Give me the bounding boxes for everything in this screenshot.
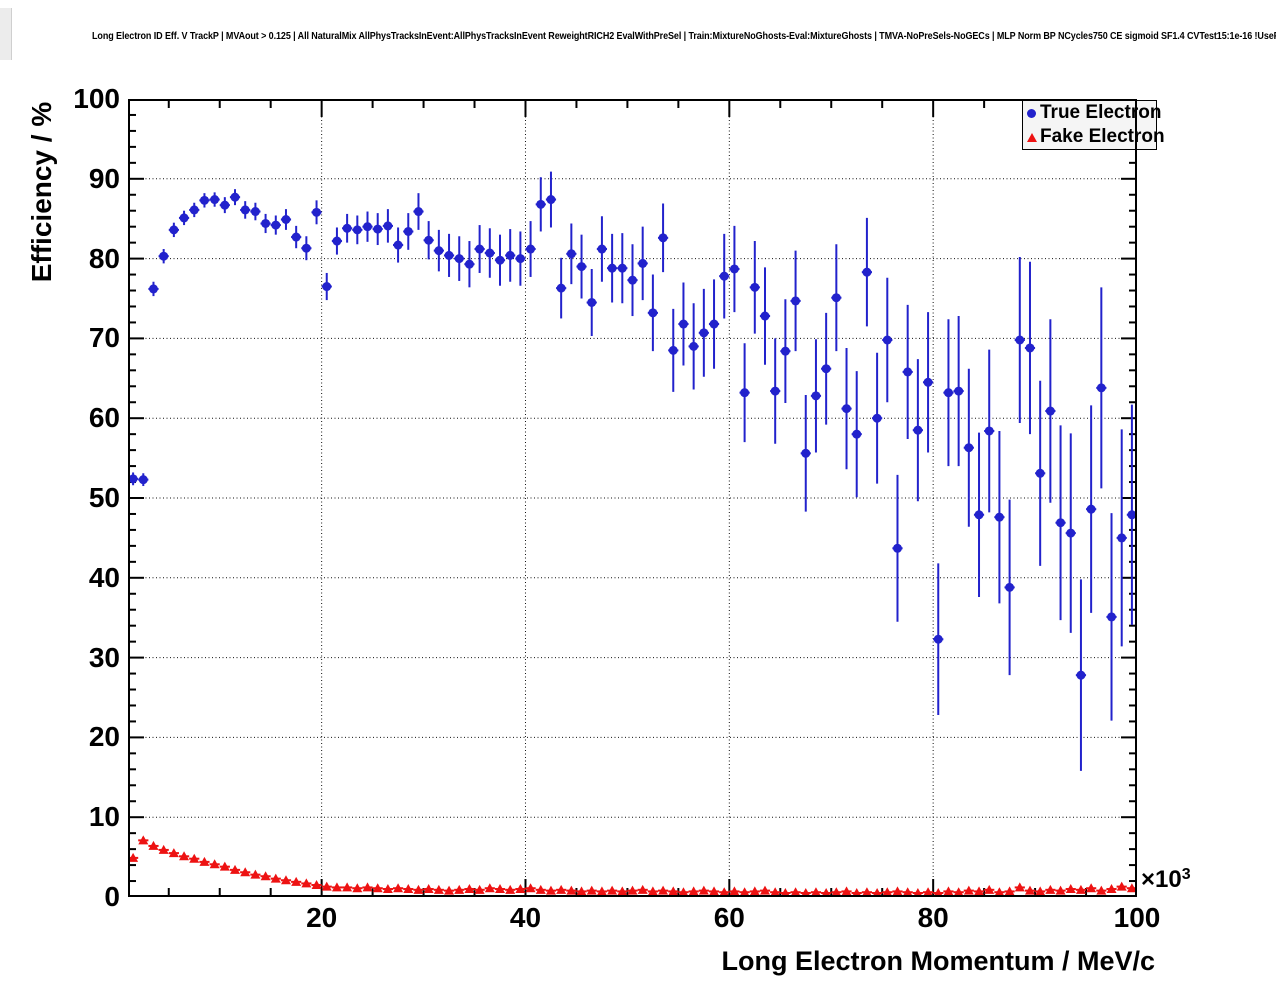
y-tick-label: 50 bbox=[88, 482, 120, 513]
y-tick-label: 70 bbox=[88, 322, 120, 354]
canvas-edge-artifact bbox=[0, 8, 12, 60]
multiplier-base: ×10 bbox=[1141, 866, 1182, 893]
y-tick-label: 20 bbox=[88, 721, 120, 753]
x-tick-label: 80 bbox=[917, 902, 949, 933]
plot-frame-right-edge bbox=[1135, 99, 1137, 897]
x-tick-label: 60 bbox=[713, 902, 745, 933]
x-axis-multiplier: ×103 bbox=[1141, 866, 1191, 894]
plot-frame bbox=[128, 99, 1137, 897]
legend: True Electron Fake Electron bbox=[1022, 100, 1165, 150]
legend-row-fake-electron: Fake Electron bbox=[1023, 125, 1165, 149]
fake-electron-triangle-icon bbox=[1026, 132, 1037, 142]
y-tick-label: 80 bbox=[88, 242, 120, 274]
y-tick-label: 30 bbox=[88, 641, 120, 673]
y-tick-label: 0 bbox=[104, 881, 120, 912]
legend-marker-cell bbox=[1023, 108, 1040, 118]
x-tick-label: 40 bbox=[509, 902, 542, 933]
plot-area bbox=[128, 99, 1137, 897]
legend-label-true-electron: True Electron bbox=[1040, 102, 1162, 123]
y-tick-label: 10 bbox=[88, 801, 120, 833]
chart-title: Long Electron ID Eff. V TrackP | MVAout … bbox=[92, 31, 1276, 42]
legend-label-fake-electron: Fake Electron bbox=[1040, 126, 1165, 147]
x-tick-label: 20 bbox=[306, 902, 338, 933]
x-axis-title: Long Electron Momentum / MeV/c bbox=[721, 946, 1155, 976]
true-electron-circle-icon bbox=[1027, 108, 1036, 118]
y-tick-label: 100 bbox=[73, 83, 120, 114]
y-tick-label: 90 bbox=[88, 162, 120, 194]
x-tick-label: 100 bbox=[1113, 902, 1161, 933]
legend-marker-cell bbox=[1023, 132, 1040, 142]
y-tick-label: 40 bbox=[88, 561, 120, 593]
legend-row-true-electron: True Electron bbox=[1023, 101, 1161, 125]
y-tick-label: 60 bbox=[88, 402, 120, 434]
multiplier-exponent: 3 bbox=[1181, 866, 1191, 883]
